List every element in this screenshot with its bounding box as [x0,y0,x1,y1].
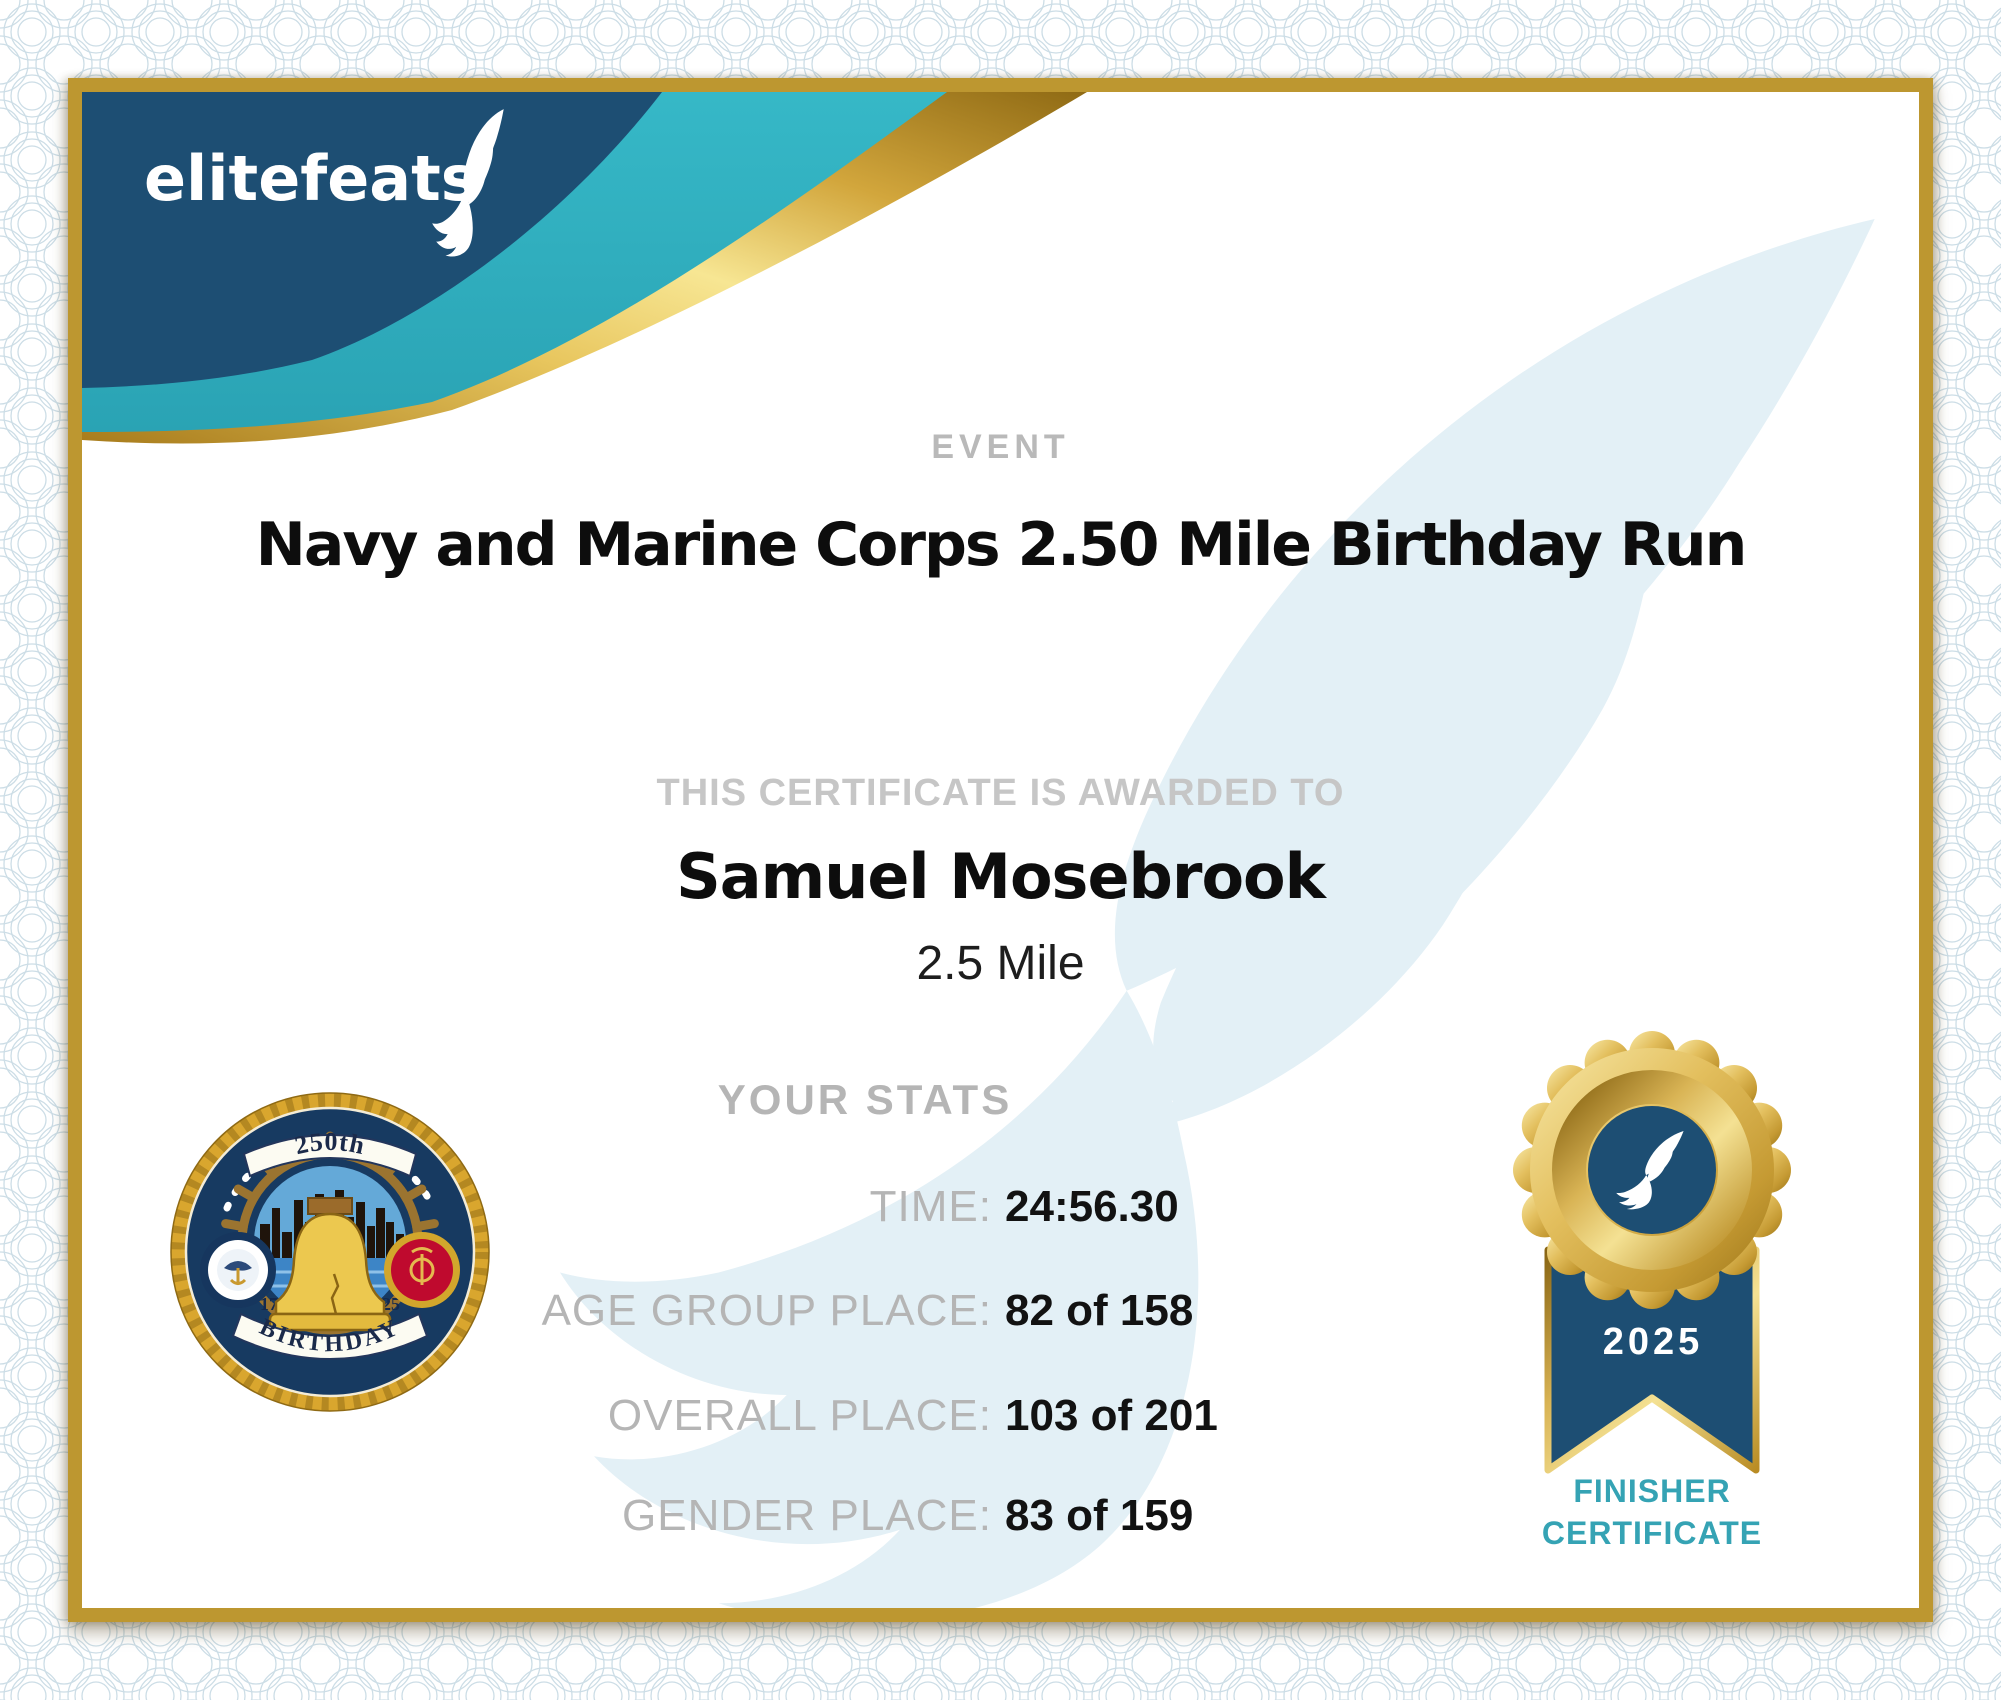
medal-caption-line2: CERTIFICATE [1541,1515,1763,1551]
stat-label: AGE GROUP PLACE: [541,1286,992,1335]
race-distance: 2.5 Mile [916,937,1085,990]
stat-row-age-group-place: AGE GROUP PLACE: 82 of 158 [82,1286,1919,1342]
gold-frame [68,78,1933,1622]
finisher-medal-graphic: 2025 [1513,1031,1791,1474]
certificate-body: elitefeats EVENT Navy and Marine Corps 2… [82,92,1919,1608]
stat-row-overall-place: OVERALL PLACE: 103 of 201 [82,1391,1919,1447]
stat-label: OVERALL PLACE: [607,1391,992,1440]
awarded-label: THIS CERTIFICATE IS AWARDED TO [656,772,1345,814]
navy-marine-250th-birthday-seal: 1775 2025 [170,1092,490,1412]
stat-value: 103 of 201 [1005,1391,1218,1440]
seal-top-banner-text: 250th [292,1127,367,1160]
navy-swoosh [82,92,662,388]
stat-row-time: TIME: 24:56.30 [82,1182,1919,1238]
stat-label: GENDER PLACE: [622,1491,992,1540]
recipient-name: Samuel Mosebrook [676,840,1326,913]
header-swoosh-graphic [82,92,1087,444]
liberty-bell-graphic [268,1197,392,1332]
event-label: EVENT [931,428,1070,466]
winged-foot-icon [421,109,519,259]
marine-corps-emblem [384,1232,460,1308]
event-title: Navy and Marine Corps 2.50 Mile Birthday… [255,510,1748,580]
medal-year: 2025 [1603,1321,1704,1363]
brand-logo-text: elitefeats [144,142,478,215]
stat-value: 83 of 159 [1005,1491,1194,1540]
medal-caption: FINISHER CERTIFICATE [1500,1470,1804,1554]
stat-value: 24:56.30 [1005,1182,1179,1231]
stat-value: 82 of 158 [1005,1286,1194,1335]
stat-label: TIME: [869,1182,992,1231]
svg-text:250th: 250th [292,1127,368,1160]
medal-caption-line1: FINISHER [1573,1473,1731,1509]
stats-heading: YOUR STATS [717,1076,1013,1123]
navy-emblem [200,1232,276,1308]
stat-row-gender-place: GENDER PLACE: 83 of 159 [82,1491,1919,1547]
